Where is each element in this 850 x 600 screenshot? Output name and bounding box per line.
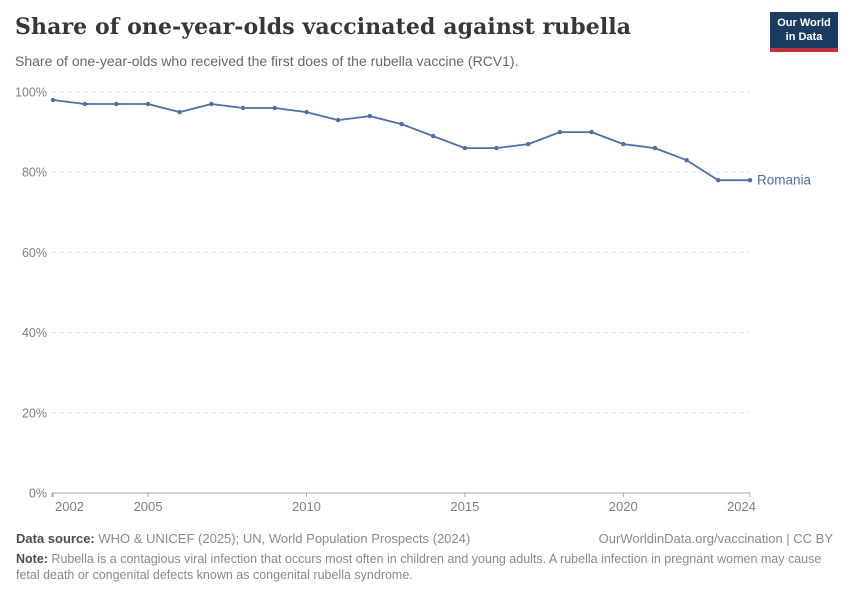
data-point (684, 158, 689, 163)
x-axis-tick-label: 2002 (55, 499, 84, 514)
data-point (621, 141, 626, 147)
owid-logo: Our World in Data (770, 12, 838, 52)
data-point (367, 113, 372, 119)
owid-link-text: OurWorldinData.org/vaccination | CC BY (598, 531, 833, 546)
note-label: Note: (16, 552, 48, 566)
page-subtitle: Share of one-year-olds who received the … (15, 53, 519, 69)
y-axis-tick-label: 40% (22, 326, 47, 340)
footer-source-row: Data source: WHO & UNICEF (2025); UN, Wo… (16, 531, 833, 546)
data-point (462, 145, 468, 151)
data-point (335, 117, 341, 123)
x-axis-tick-label: 2024 (727, 499, 756, 514)
y-axis-tick-label: 60% (22, 246, 47, 260)
data-point (304, 109, 309, 115)
x-axis-tick-label: 2020 (609, 499, 638, 514)
data-point (589, 129, 594, 135)
data-point (557, 129, 563, 135)
x-axis-tick-label: 2005 (134, 499, 163, 514)
y-axis-tick-label: 0% (29, 487, 47, 501)
data-point (209, 101, 214, 107)
owid-logo-line2: in Data (785, 31, 823, 43)
data-point (716, 178, 721, 183)
data-point (526, 141, 531, 147)
data-point (50, 97, 56, 103)
data-point (494, 145, 499, 151)
data-point (399, 121, 404, 127)
data-line (52, 99, 750, 182)
y-axis-tick-label: 20% (22, 406, 47, 420)
data-point (431, 133, 436, 139)
data-point (747, 178, 753, 183)
data-point (145, 101, 151, 107)
data-point (240, 105, 246, 111)
data-point (652, 145, 658, 151)
data-point (82, 101, 87, 107)
data-point (177, 109, 182, 115)
page-title: Share of one-year-olds vaccinated agains… (15, 14, 632, 40)
entity-label: Romania (757, 173, 812, 188)
data-point (272, 105, 277, 111)
line-chart: 0% 20% 40% 60% 80% 100% 2002 2005 2010 2015 2020 20… (15, 86, 812, 515)
y-axis-tick-label: 100% (15, 86, 47, 100)
data-source-label: Data source: (16, 531, 95, 546)
data-point (114, 101, 119, 107)
x-axis-tick-label: 2015 (450, 499, 479, 514)
data-source-text: Data source: WHO & UNICEF (2025); UN, Wo… (16, 531, 471, 546)
owid-logo-line1: Our World (777, 17, 831, 29)
y-axis-tick-label: 80% (22, 166, 47, 180)
footer-note: Note: Rubella is a contagious viral infe… (16, 552, 822, 582)
x-axis-tick-label: 2010 (292, 499, 321, 514)
